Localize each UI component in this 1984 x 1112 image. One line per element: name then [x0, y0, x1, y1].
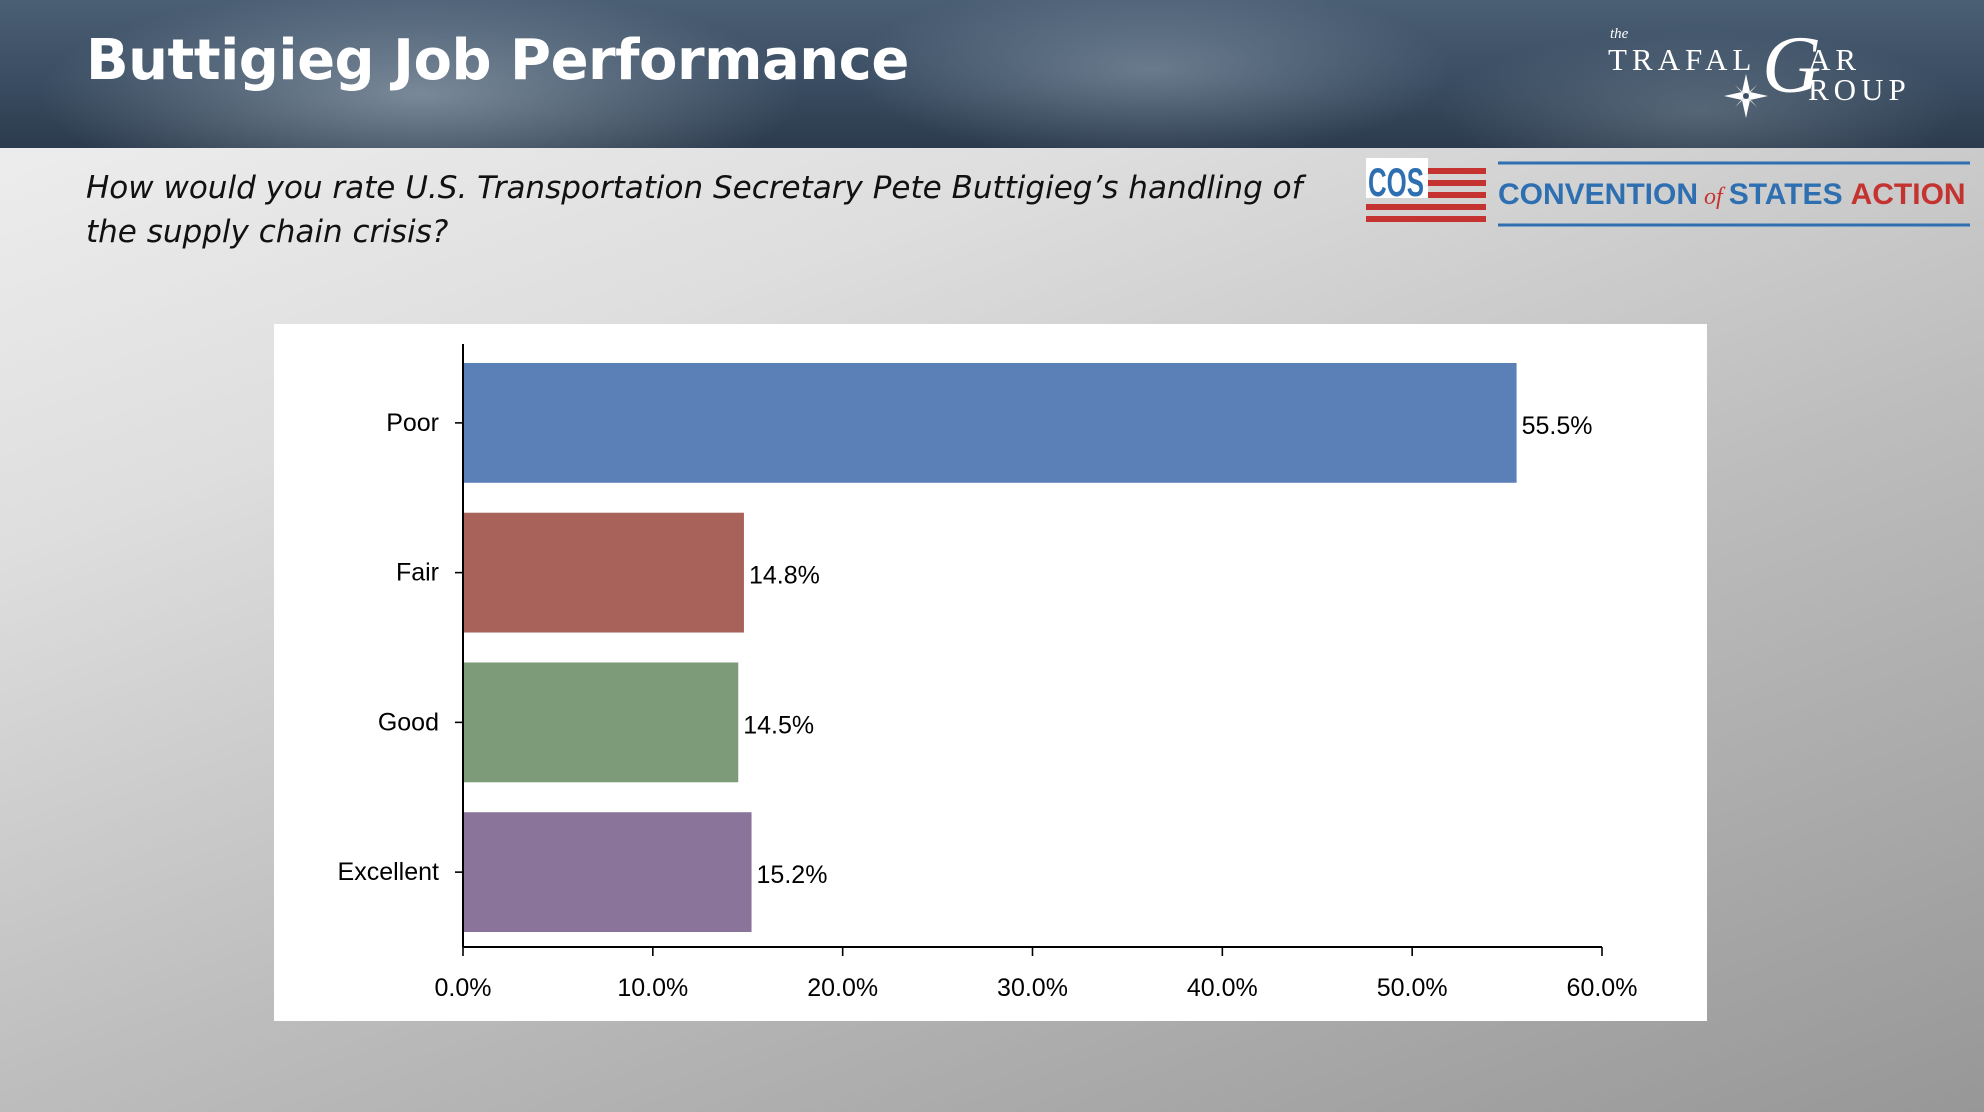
x-tick-label: 30.0% [997, 974, 1068, 1002]
category-label: Good [378, 708, 439, 736]
bar-chart: Poor 55.5% Fair 14.8% Good 14.5% Excellent 15.2… [338, 344, 1638, 1002]
cos-wordmark-text: CONVENTION of STATES ACTION [1498, 178, 1966, 211]
cos-mark-text: COS [1368, 161, 1424, 205]
value-label: 14.5% [743, 711, 814, 739]
x-tick-label: 10.0% [617, 974, 688, 1002]
logo-trafal-text: TRAFAL [1608, 42, 1756, 77]
bar-good [463, 662, 739, 783]
value-label: 15.2% [757, 861, 828, 889]
bar-excellent [463, 812, 752, 933]
x-tick-label: 50.0% [1377, 974, 1448, 1002]
bar-poor [463, 362, 1517, 483]
logo-ar-text: AR [1808, 42, 1861, 77]
convention-of-states-logo: COS CONVENTION of STATES ACTION [1366, 158, 1970, 227]
category-label: Excellent [338, 858, 439, 886]
x-tick-label: 60.0% [1567, 974, 1638, 1002]
header-banner: Buttigieg Job Performance the TRAFAL G A… [0, 0, 1984, 148]
logo-roup-text: ROUP [1808, 72, 1906, 107]
survey-question: How would you rate U.S. Transportation S… [86, 170, 1303, 250]
x-tick-label: 0.0% [435, 974, 492, 1002]
chart-panel: Poor 55.5% Fair 14.8% Good 14.5% Excellent 15.2… [274, 324, 1707, 1021]
category-label: Fair [396, 559, 439, 587]
logo-big-g-text: G [1762, 19, 1821, 110]
x-tick-label: 40.0% [1187, 974, 1258, 1002]
page-title: Buttigieg Job Performance [86, 28, 909, 93]
x-tick-label: 20.0% [807, 974, 878, 1002]
bar-fair [463, 512, 744, 633]
category-label: Poor [386, 409, 439, 437]
trafalgar-group-logo: the TRAFAL G AR ROUP [1608, 19, 1906, 118]
value-label: 14.8% [749, 562, 820, 590]
logo-the-text: the [1610, 26, 1629, 42]
compass-star-icon [1724, 74, 1768, 118]
value-label: 55.5% [1522, 412, 1593, 440]
